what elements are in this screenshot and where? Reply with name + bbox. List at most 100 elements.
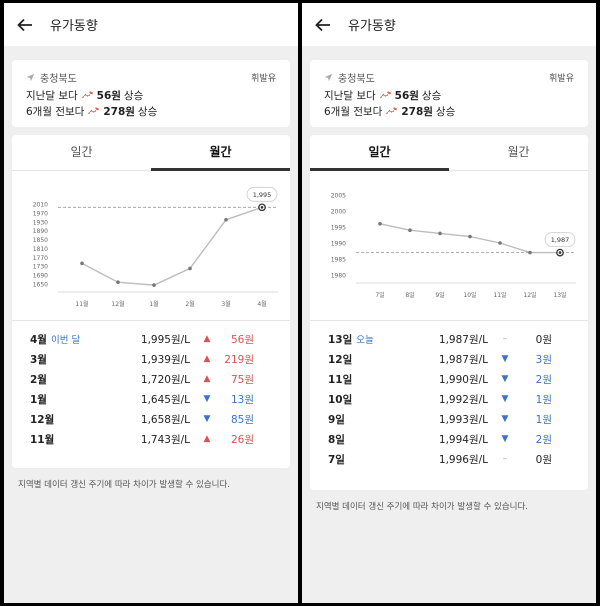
price-value: 1,987원/L (438, 353, 488, 366)
list-item: 3월 1,939원/L ▲ 219원 (30, 349, 274, 369)
x-tick-label: 1월 (149, 300, 158, 308)
dash-icon: – (502, 334, 508, 344)
list-item: 1월 1,645원/L ▼ 13원 (30, 389, 274, 409)
back-arrow-icon[interactable] (16, 16, 34, 34)
y-tick-label: 1985 (331, 257, 346, 264)
list-item: 9일 1,993원/L ▼ 1원 (328, 409, 572, 429)
app-bar: 유가동향 (4, 3, 298, 46)
region-name[interactable]: 충청북도 (338, 74, 375, 85)
period-label: 11월 (30, 433, 55, 446)
period-label: 8일 (328, 433, 345, 446)
period-label: 4월 이번 달 (30, 333, 81, 346)
period-label: 7일 (328, 453, 345, 466)
period-label: 12월 (30, 413, 55, 426)
dash-icon: – (502, 454, 508, 464)
data-point (468, 234, 472, 239)
up-triangle-icon: ▲ (203, 434, 211, 444)
list-item: 10일 1,992원/L ▼ 1원 (328, 389, 572, 409)
tab-monthly[interactable]: 월간 (151, 135, 290, 171)
series-line (81, 206, 263, 286)
data-point (80, 261, 84, 266)
x-tick-label: 4월 (257, 300, 266, 308)
x-tick-label: 9일 (435, 291, 444, 299)
change-value: 13원 (230, 393, 254, 406)
y-tick-label: 1650 (33, 282, 48, 289)
price-card: 일간 월간 2005 2000 1995 1990 1985 1980 7일 8일 9일 10일 1… (310, 135, 588, 490)
price-value: 1,987원/L (438, 333, 488, 346)
fuel-type[interactable]: 휘발유 (251, 74, 276, 84)
period-label: 3월 (30, 353, 47, 366)
down-triangle-icon: ▼ (501, 374, 509, 384)
period-tabs: 일간 월간 (310, 135, 588, 171)
down-triangle-icon: ▼ (501, 354, 509, 364)
current-tag: 오늘 (356, 334, 374, 346)
tab-monthly[interactable]: 월간 (507, 145, 530, 159)
y-tick-label: 2005 (331, 193, 346, 200)
price-value: 1,720원/L (140, 373, 190, 386)
up-triangle-icon: ▲ (203, 354, 211, 364)
y-tick-label: 1990 (331, 241, 346, 248)
x-tick-label: 10일 (463, 291, 476, 299)
price-value: 1,993원/L (438, 413, 488, 426)
list-item: 7일 1,996원/L – 0원 (328, 449, 572, 469)
monthly-screen: 유가동향 충청북도 휘발유 지난달 보다 56원 상승 6개월 전보다 278원… (4, 3, 298, 603)
data-point (116, 280, 120, 285)
price-value: 1,996원/L (438, 453, 488, 466)
x-tick-label: 7일 (375, 291, 384, 299)
x-tick-label: 11일 (493, 291, 506, 299)
x-tick-label: 11월 (75, 300, 88, 308)
list-item: 2월 1,720원/L ▲ 75원 (30, 369, 274, 389)
x-tick-label: 13일 (553, 291, 566, 299)
list-item: 13일 오늘 1,987원/L – 0원 (328, 329, 572, 349)
y-tick-label: 1970 (33, 210, 48, 217)
value-bubble-label: 1,995 (253, 191, 272, 199)
back-arrow-icon[interactable] (314, 16, 332, 34)
price-list: 4월 이번 달 1,995원/L ▲ 56원 3월 1,939원/L ▲ 219원 2월 1,720… (12, 321, 290, 449)
price-list: 13일 오늘 1,987원/L – 0원 12일 1,987원/L ▼ 3원 11일 1,990원/… (310, 321, 588, 469)
trend-up-icon (81, 91, 93, 99)
x-tick-label: 3월 (221, 300, 230, 308)
period-label: 10일 (328, 393, 353, 406)
down-triangle-icon: ▼ (203, 414, 211, 424)
period-label: 1월 (30, 393, 47, 406)
data-point (438, 231, 442, 236)
y-tick-label: 1690 (33, 273, 48, 280)
y-tick-label: 1770 (33, 255, 48, 262)
data-point (224, 217, 228, 222)
value-bubble (544, 232, 576, 247)
trend-up-icon (379, 91, 391, 99)
summary-line-month: 지난달 보다 56원 상승 (324, 89, 442, 102)
trend-up-icon (88, 107, 100, 115)
summary-line-month: 지난달 보다 56원 상승 (26, 89, 144, 102)
up-triangle-icon: ▲ (203, 374, 211, 384)
fuel-type[interactable]: 휘발유 (549, 74, 574, 84)
footnote: 지역별 데이터 갱신 주기에 따라 차이가 발생할 수 있습니다. (316, 502, 528, 512)
price-value: 1,658원/L (140, 413, 190, 426)
change-value: 85원 (230, 413, 254, 426)
list-item: 11일 1,990원/L ▼ 2원 (328, 369, 572, 389)
page-title: 유가동향 (50, 19, 98, 34)
y-tick-label: 1890 (33, 228, 48, 235)
y-tick-label: 1730 (33, 264, 48, 271)
tab-daily[interactable]: 일간 (70, 145, 93, 159)
y-tick-label: 2000 (331, 209, 346, 216)
period-label: 13일 오늘 (328, 333, 374, 346)
change-value: 219원 (224, 353, 254, 366)
data-point (188, 266, 192, 271)
price-value: 1,743원/L (140, 433, 190, 446)
price-card: 일간 월간 2010 1970 1930 1890 1850 1810 1770 1730 16… (12, 135, 290, 468)
list-item: 8일 1,994원/L ▼ 2원 (328, 429, 572, 449)
down-triangle-icon: ▼ (501, 394, 509, 404)
app-bar: 유가동향 (302, 3, 596, 46)
region-name[interactable]: 충청북도 (40, 74, 77, 85)
data-point (152, 283, 156, 287)
change-value: 3원 (535, 353, 552, 366)
change-value: 0원 (535, 333, 552, 346)
tab-daily[interactable]: 일간 (310, 135, 449, 171)
up-triangle-icon: ▲ (203, 334, 211, 344)
current-tag: 이번 달 (50, 334, 81, 346)
y-tick-label: 2010 (33, 202, 48, 209)
value-bubble (246, 186, 278, 202)
period-label: 12일 (328, 353, 353, 366)
